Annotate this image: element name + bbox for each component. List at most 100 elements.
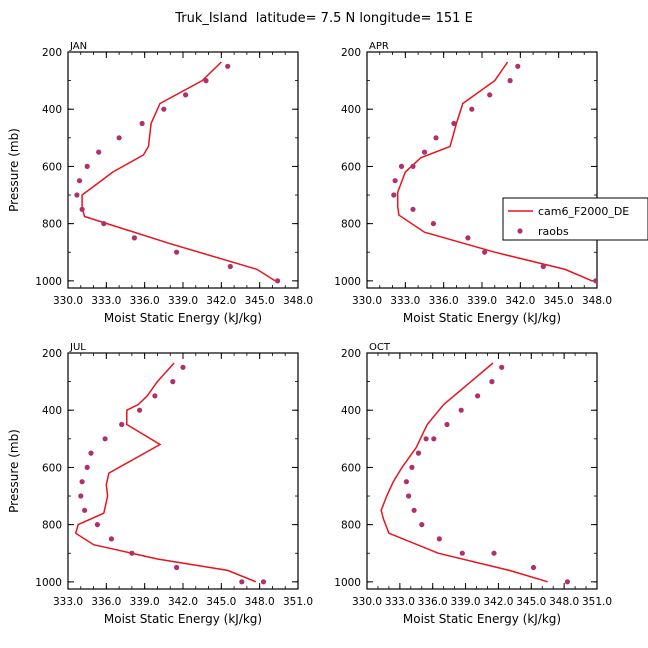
x-tick-label: 339.0: [168, 295, 198, 307]
x-tick-label: 348.0: [283, 295, 313, 307]
x-tick-label: 345.0: [516, 596, 546, 608]
x-tick-label: 336.0: [130, 295, 160, 307]
data-point-raobs: [79, 206, 85, 212]
data-point-raobs: [458, 407, 464, 413]
series-line-model: [396, 61, 593, 282]
x-tick-label: 348.0: [245, 596, 275, 608]
y-tick-label: 200: [341, 47, 361, 59]
y-tick-label: 600: [42, 161, 62, 173]
x-tick-label: 345.0: [206, 596, 236, 608]
x-tick-label: 339.0: [467, 295, 497, 307]
legend-marker-swatch: [517, 228, 523, 234]
legend-label-model: cam6_F2000_DE: [538, 205, 629, 218]
data-point-raobs: [82, 507, 88, 513]
data-point-raobs: [451, 120, 457, 127]
data-point-raobs: [564, 579, 571, 585]
data-point-raobs: [392, 178, 398, 184]
data-point-raobs: [139, 120, 145, 127]
chart-panel-jul: JUL 333.0 336.0 339.0 342.0 345.0 348.0 351.0 20…: [7, 342, 313, 626]
y-tick-label: 1000: [334, 577, 361, 589]
y-tick-label: 800: [341, 219, 361, 231]
data-point-raobs: [436, 536, 442, 542]
legend-box: [502, 197, 648, 241]
x-tick-label: 336.0: [418, 596, 448, 608]
x-tick-label: 345.0: [245, 295, 275, 307]
data-point-raobs: [482, 249, 488, 255]
y-tick-label: 800: [341, 520, 361, 532]
x-tick-label: 333.0: [91, 295, 121, 307]
data-point-raobs: [398, 163, 405, 169]
x-tick-label: 345.0: [544, 295, 574, 307]
data-point-raobs: [88, 450, 94, 456]
chart-panel-jan: JAN 330.0 333.0 336.0 339.0 342.0 345.0 348.0 20…: [7, 41, 313, 325]
data-point-raobs: [227, 263, 233, 270]
data-point-raobs: [419, 522, 425, 528]
data-point-raobs: [101, 221, 107, 227]
x-tick-label: 333.0: [385, 596, 415, 608]
y-tick-label: 800: [42, 520, 62, 532]
data-point-raobs: [415, 450, 422, 456]
panel-label: JUL: [69, 342, 86, 353]
y-axis-label: Pressure (mb): [7, 128, 21, 212]
x-tick-label: 339.0: [130, 596, 160, 608]
y-tick-label: 400: [42, 405, 62, 417]
x-tick-label: 330.0: [53, 295, 83, 307]
data-point-raobs: [593, 278, 597, 284]
x-tick-label: 348.0: [549, 596, 579, 608]
x-axis-label: Moist Static Energy (kJ/kg): [403, 612, 561, 626]
data-point-raobs: [475, 393, 481, 399]
x-tick-label: 342.0: [206, 295, 236, 307]
data-point-raobs: [507, 78, 513, 84]
x-tick-label: 333.0: [53, 596, 83, 608]
series-line-model: [81, 61, 276, 282]
data-point-raobs: [530, 564, 537, 571]
data-point-raobs: [174, 564, 180, 571]
y-tick-label: 600: [42, 462, 62, 474]
data-point-raobs: [409, 464, 415, 470]
data-point-raobs: [180, 364, 186, 370]
data-point-raobs: [403, 479, 409, 485]
data-point-raobs: [116, 135, 122, 141]
data-point-raobs: [499, 364, 505, 370]
data-point-raobs: [129, 550, 135, 556]
x-tick-label: 348.0: [582, 295, 612, 307]
y-tick-label: 600: [341, 161, 361, 173]
x-tick-label: 351.0: [283, 596, 313, 608]
data-point-raobs: [410, 206, 416, 212]
x-tick-label: 336.0: [429, 295, 459, 307]
x-tick-label: 351.0: [582, 596, 612, 608]
y-tick-label: 400: [341, 405, 361, 417]
data-point-raobs: [391, 192, 397, 198]
data-point-raobs: [260, 579, 267, 585]
figure-title: Truk_Island latitude= 7.5 N longitude= 1…: [174, 11, 473, 26]
data-point-raobs: [444, 421, 450, 428]
data-point-raobs: [225, 63, 231, 69]
x-axis-label: Moist Static Energy (kJ/kg): [104, 311, 262, 325]
x-tick-label: 342.0: [483, 596, 513, 608]
x-tick-label: 330.0: [352, 596, 382, 608]
y-tick-label: 200: [341, 348, 361, 360]
plot-frame: [67, 352, 299, 590]
x-tick-label: 339.0: [451, 596, 481, 608]
data-point-raobs: [84, 464, 90, 470]
data-point-raobs: [161, 106, 167, 112]
y-tick-label: 200: [42, 47, 62, 59]
x-tick-label: 342.0: [168, 596, 198, 608]
data-point-raobs: [275, 278, 281, 284]
data-point-raobs: [96, 149, 102, 155]
y-tick-label: 1000: [35, 577, 62, 589]
y-tick-label: 200: [42, 348, 62, 360]
data-point-raobs: [203, 78, 209, 84]
data-point-raobs: [131, 235, 137, 241]
data-point-raobs: [423, 436, 429, 442]
data-point-raobs: [94, 522, 100, 528]
data-point-raobs: [108, 536, 114, 542]
x-axis-label: Moist Static Energy (kJ/kg): [104, 612, 262, 626]
data-point-raobs: [406, 493, 412, 499]
data-point-raobs: [119, 421, 125, 428]
data-point-raobs: [487, 92, 493, 98]
y-axis-label: Pressure (mb): [7, 429, 21, 513]
data-point-raobs: [411, 507, 417, 513]
